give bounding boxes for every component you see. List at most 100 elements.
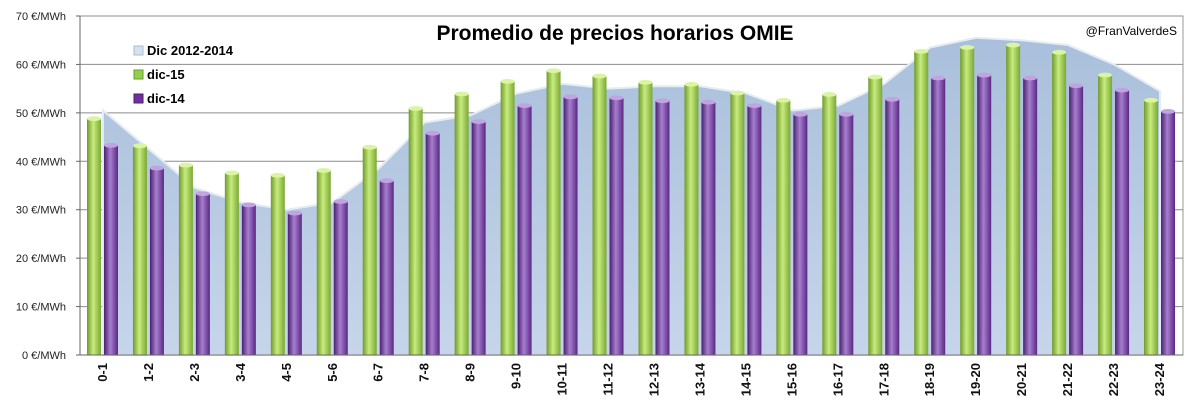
bar-dic-15 <box>1006 45 1021 356</box>
bar-dic-15-cap <box>868 74 883 80</box>
bar-dic-15 <box>362 147 377 355</box>
bar-dic-15 <box>178 165 193 355</box>
bar-dic-15-cap <box>178 162 193 168</box>
bar-dic-14-cap <box>241 202 256 208</box>
bar-dic-15 <box>1144 100 1159 355</box>
bar-dic-15-cap <box>1098 72 1113 78</box>
legend-label: dic-15 <box>147 67 185 82</box>
x-tick-label: 23-24 <box>1152 362 1167 396</box>
bar-dic-14 <box>195 193 210 355</box>
bar-dic-14 <box>379 180 394 355</box>
bar-dic-14 <box>333 201 348 355</box>
bar-dic-15 <box>270 175 285 355</box>
legend-swatch <box>133 69 144 80</box>
area-series-dic-2012-2014 <box>101 36 1162 356</box>
y-tick-label: 0 €/MWh <box>22 350 66 362</box>
bar-dic-15 <box>546 70 561 355</box>
bar-dic-14 <box>977 75 992 355</box>
legend-label: Dic 2012-2014 <box>147 43 234 58</box>
bar-dic-15-cap <box>408 106 423 111</box>
bar-dic-15 <box>408 108 423 356</box>
bar-dic-14-cap <box>333 199 348 204</box>
x-tick-label: 9-10 <box>509 363 524 389</box>
bar-dic-14 <box>425 133 440 355</box>
bar-dic-14 <box>517 105 532 355</box>
bar-dic-15-cap <box>362 144 377 150</box>
bar-dic-14-cap <box>701 99 716 105</box>
bar-dic-15 <box>914 51 929 356</box>
bar-dic-14 <box>103 145 118 355</box>
bar-dic-15-cap <box>914 48 929 54</box>
bar-dic-15 <box>316 170 331 355</box>
legend-label: dic-14 <box>147 91 185 106</box>
bar-dic-15-cap <box>546 68 561 74</box>
bar-dic-14-cap <box>1115 87 1130 93</box>
bar-dic-15 <box>1052 52 1067 355</box>
bar-dic-14 <box>471 121 486 356</box>
bar-dic-15 <box>500 81 515 355</box>
bar-dic-15-cap <box>776 97 791 103</box>
bar-dic-14-cap <box>563 94 578 100</box>
x-tick-label: 7-8 <box>417 363 432 382</box>
bar-dic-14-cap <box>425 130 440 136</box>
y-tick-label: 60 €/MWh <box>16 59 66 71</box>
y-tick-label: 10 €/MWh <box>16 302 66 314</box>
bar-series-layer <box>86 42 1176 356</box>
bar-dic-15 <box>454 93 469 355</box>
legend-swatch <box>133 45 144 56</box>
bar-dic-14 <box>701 102 716 356</box>
bar-dic-14-cap <box>655 98 670 104</box>
bar-dic-14 <box>747 105 762 355</box>
bar-dic-14 <box>1023 77 1038 355</box>
chart-credit: @FranValverdeS <box>1086 24 1177 38</box>
bar-dic-15-cap <box>132 143 147 149</box>
bar-dic-15-cap <box>822 92 837 97</box>
bar-dic-15-cap <box>270 172 285 178</box>
bar-dic-14-cap <box>1023 75 1038 81</box>
bar-dic-14-cap <box>977 72 992 78</box>
y-tick-label: 20 €/MWh <box>16 253 66 265</box>
x-tick-label: 11-12 <box>601 363 616 396</box>
x-tick-label: 19-20 <box>968 363 983 396</box>
bar-dic-14-cap <box>471 119 486 124</box>
bar-dic-14 <box>839 114 854 355</box>
bar-dic-15 <box>1098 75 1113 355</box>
x-tick-label: 18-19 <box>922 363 937 396</box>
bar-dic-15-cap <box>684 81 699 87</box>
bar-dic-15-cap <box>454 91 469 97</box>
bar-dic-14 <box>931 77 946 355</box>
chart-title: Promedio de precios horarios OMIE <box>436 22 793 45</box>
x-tick-label: 16-17 <box>830 363 845 396</box>
bar-dic-15 <box>822 94 837 355</box>
bar-dic-15-cap <box>316 168 331 173</box>
bar-dic-14 <box>655 100 670 355</box>
bar-dic-15-cap <box>1006 42 1021 48</box>
bar-dic-14 <box>1069 85 1084 355</box>
x-tick-label: 13-14 <box>692 362 707 396</box>
bar-dic-15-cap <box>638 79 653 85</box>
bar-dic-15 <box>684 84 699 355</box>
x-tick-label: 12-13 <box>646 363 661 396</box>
bar-dic-15-cap <box>1144 97 1159 103</box>
bar-dic-15 <box>730 93 745 355</box>
bar-dic-14-cap <box>103 142 118 148</box>
bar-dic-15-cap <box>86 116 101 122</box>
x-tick-label: 14-15 <box>738 363 753 396</box>
x-tick-label: 3-4 <box>233 362 248 382</box>
x-tick-label: 20-21 <box>1014 363 1029 396</box>
x-tick-label: 8-9 <box>463 363 478 382</box>
bar-dic-15 <box>132 145 147 355</box>
x-tick-label: 5-6 <box>325 363 340 382</box>
bar-dic-14-cap <box>839 111 854 117</box>
bar-dic-14-cap <box>195 191 210 197</box>
bar-dic-15 <box>638 82 653 356</box>
bar-dic-15-cap <box>1052 49 1067 55</box>
bar-dic-14 <box>149 168 164 355</box>
axes: 0 €/MWh 10 €/MWh 20 €/MWh 30 €/MWh 40 €/MWh 5… <box>16 11 1183 396</box>
x-tick-label: 1-2 <box>141 363 156 382</box>
bar-dic-14-cap <box>1161 109 1176 114</box>
bar-dic-14 <box>241 204 256 355</box>
bar-dic-14 <box>563 96 578 355</box>
